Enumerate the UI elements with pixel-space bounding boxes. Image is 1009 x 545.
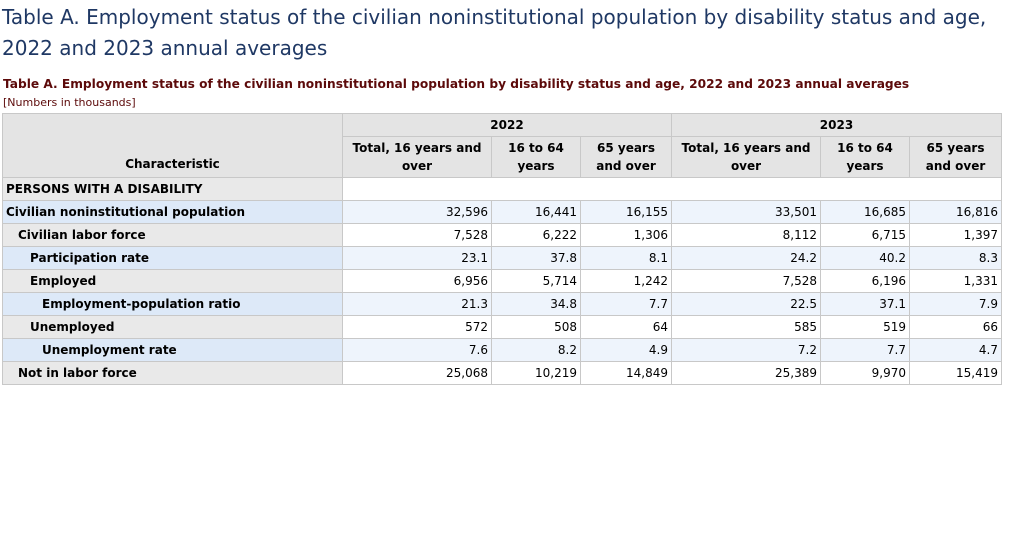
table-cell: 4.9 [580,338,672,362]
table-cell: 8.1 [580,246,672,270]
table-row: Not in labor force 25,068 10,219 14,849 … [2,361,1002,385]
table-row: Employed 6,956 5,714 1,242 7,528 6,196 1… [2,269,1002,293]
table-cell: 1,242 [580,269,672,293]
table-row: Civilian noninstitutional population 32,… [2,200,1002,224]
table-cell: 15,419 [909,361,1002,385]
table-cell: 7.9 [909,292,1002,316]
year-header-row: Characteristic 2022 2023 [2,113,1002,178]
table-cell: 8.2 [491,338,581,362]
table-cell: 34.8 [491,292,581,316]
page-title: Table A. Employment status of the civili… [2,5,987,60]
table-cell: 66 [909,315,1002,339]
table-cell: 6,196 [820,269,910,293]
table-note: [Numbers in thousands] [3,96,136,109]
table-cell: 24.2 [671,246,821,270]
table-cell: 7,528 [671,269,821,293]
table-cell: 7.7 [820,338,910,362]
table-row: Civilian labor force 7,528 6,222 1,306 8… [2,223,1002,247]
table-cell: 4.7 [909,338,1002,362]
row-label: Participation rate [2,246,343,270]
table-cell: 8,112 [671,223,821,247]
table-cell: 16,816 [909,200,1002,224]
table-cell: 7,528 [342,223,492,247]
table-cell: 33,501 [671,200,821,224]
table-cell: 9,970 [820,361,910,385]
table-cell: 572 [342,315,492,339]
table-cell: 40.2 [820,246,910,270]
table-cell: 37.8 [491,246,581,270]
column-header: 16 to 64 years [491,136,581,178]
table-cell: 16,155 [580,200,672,224]
column-header: 65 years and over [580,136,672,178]
table-cell: 519 [820,315,910,339]
table-cell: 25,068 [342,361,492,385]
table-cell: 22.5 [671,292,821,316]
table-cell: 1,397 [909,223,1002,247]
table-cell: 10,219 [491,361,581,385]
table-cell: 23.1 [342,246,492,270]
table-row: Employment-population ratio 21.3 34.8 7.… [2,292,1002,316]
row-label: Unemployed [2,315,343,339]
table-row: Unemployment rate 7.6 8.2 4.9 7.2 7.7 4.… [2,338,1002,362]
table-cell: 14,849 [580,361,672,385]
row-label: Not in labor force [2,361,343,385]
section-spacer [342,177,1002,201]
column-header-row: Total, 16 years and over 16 to 64 years … [3,136,1002,178]
row-label: Unemployment rate [2,338,343,362]
section-label: PERSONS WITH A DISABILITY [2,177,343,201]
column-header: Total, 16 years and over [342,136,492,178]
table-cell: 32,596 [342,200,492,224]
column-header: 65 years and over [909,136,1002,178]
table-cell: 25,389 [671,361,821,385]
table-cell: 6,956 [342,269,492,293]
table-cell: 16,685 [820,200,910,224]
table-cell: 7.6 [342,338,492,362]
table-row: Unemployed 572 508 64 585 519 66 [2,315,1002,339]
table-cell: 64 [580,315,672,339]
employment-table: Characteristic 2022 2023 Total, 16 years… [2,113,1002,385]
table-cell: 7.7 [580,292,672,316]
column-header: 16 to 64 years [820,136,910,178]
table-cell: 7.2 [671,338,821,362]
row-label: Civilian noninstitutional population [2,200,343,224]
table-cell: 1,306 [580,223,672,247]
table-cell: 6,222 [491,223,581,247]
table-cell: 16,441 [491,200,581,224]
section-row: PERSONS WITH A DISABILITY [2,177,1002,201]
table-cell: 5,714 [491,269,581,293]
table-cell: 8.3 [909,246,1002,270]
table-caption: Table A. Employment status of the civili… [3,77,910,91]
table-cell: 585 [671,315,821,339]
table-cell: 1,331 [909,269,1002,293]
table-row: Participation rate 23.1 37.8 8.1 24.2 40… [2,246,1002,270]
year-header-2023: 2023 [671,113,1002,137]
row-label: Civilian labor force [2,223,343,247]
table-cell: 6,715 [820,223,910,247]
characteristic-header: Characteristic [2,113,343,178]
table-cell: 37.1 [820,292,910,316]
table-cell: 508 [491,315,581,339]
row-label: Employment-population ratio [2,292,343,316]
table-cell: 21.3 [342,292,492,316]
column-header: Total, 16 years and over [671,136,821,178]
row-label: Employed [2,269,343,293]
year-header-2022: 2022 [342,113,672,137]
